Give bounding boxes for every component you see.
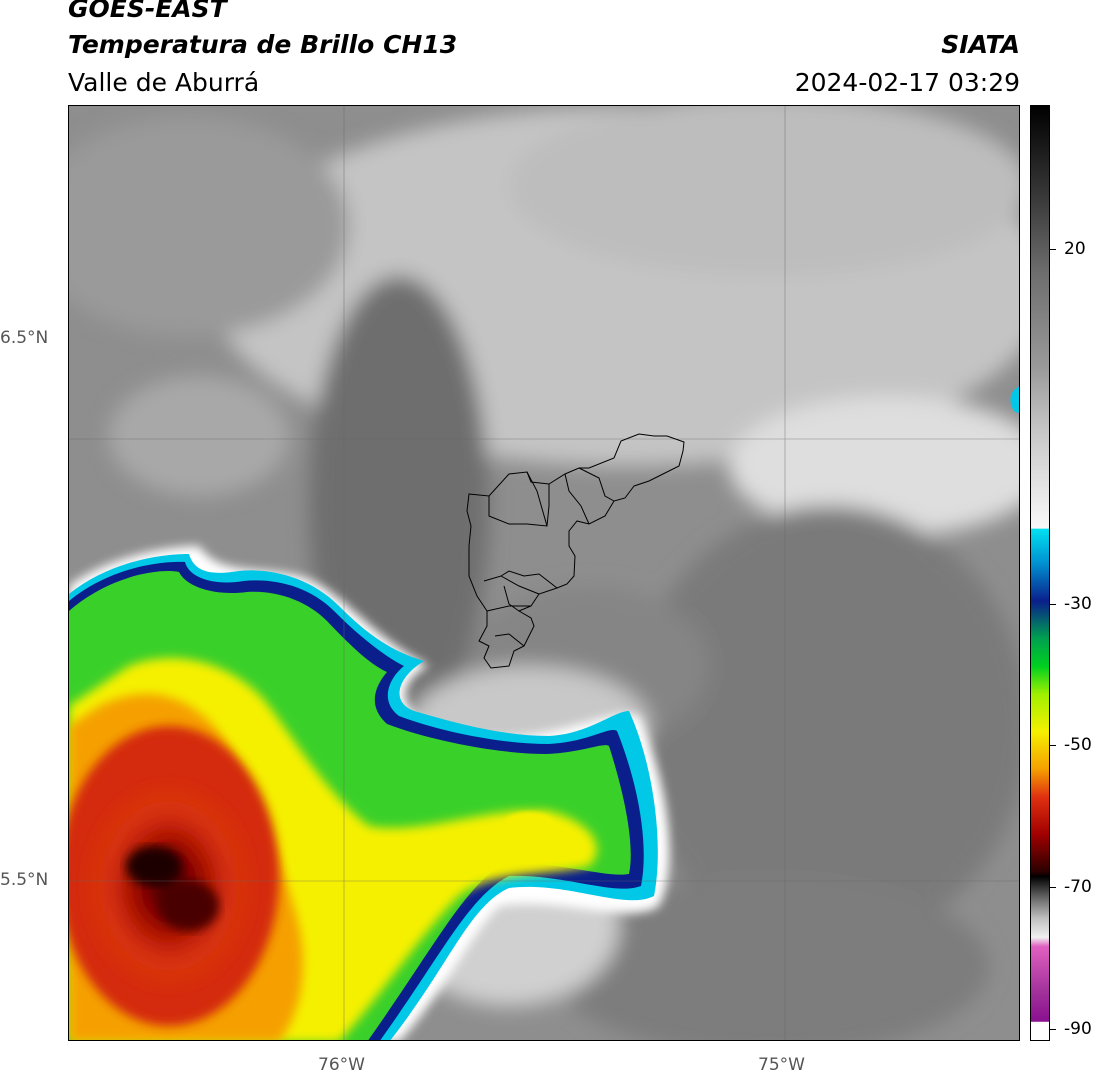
colorbar-label-20: 20 [1064,239,1086,259]
lon-label-75w: 75°W [758,1055,805,1075]
brightness-temperature-map [69,106,1019,1040]
colorbar-label-m50: -50 [1064,735,1092,755]
colorbar-label-m30: -30 [1064,594,1092,614]
colorbar-label-m70: -70 [1064,877,1092,897]
colorbar-label-m90: -90 [1064,1019,1092,1039]
colorbar-tick-m90 [1050,1029,1056,1030]
lat-label-5-5: 5.5°N [0,870,49,890]
map-panel[interactable] [68,105,1020,1041]
satellite-title: GOES-EAST [68,0,227,23]
timestamp-label: 2024-02-17 03:29 [794,68,1020,97]
colorbar-tick-m70 [1050,887,1056,888]
product-title: Temperatura de Brillo CH13 [68,30,458,59]
colorbar [1030,105,1050,1041]
source-label: SIATA [941,30,1020,59]
colorbar-tick-m50 [1050,745,1056,746]
lon-label-76w: 76°W [318,1055,365,1075]
colorbar-tick-m30 [1050,604,1056,605]
cold-cloud-system [69,546,670,1040]
lat-label-6-5: 6.5°N [0,328,49,348]
colorbar-tick-20 [1050,249,1056,250]
gridlines [69,106,1019,1040]
cold-patch-east [1010,386,1019,413]
municipal-boundaries [466,433,685,669]
region-subtitle: Valle de Aburrá [68,68,260,97]
